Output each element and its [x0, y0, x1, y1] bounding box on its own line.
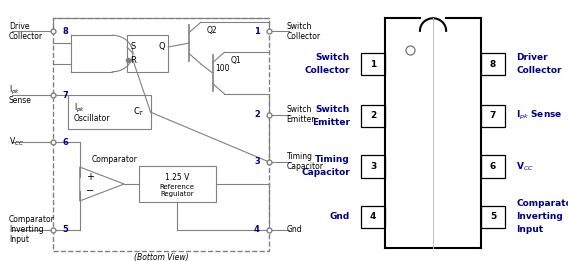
Text: Q: Q	[158, 43, 165, 51]
Text: Collector: Collector	[516, 66, 562, 75]
Text: Comparator: Comparator	[9, 215, 55, 224]
Text: 3: 3	[370, 162, 376, 171]
Text: Q2: Q2	[207, 26, 218, 34]
Text: 1: 1	[254, 27, 260, 36]
Text: Timing: Timing	[286, 152, 312, 161]
Text: Capacitor: Capacitor	[301, 168, 350, 177]
Text: C$_T$: C$_T$	[133, 106, 145, 118]
Text: 5: 5	[62, 225, 68, 234]
Text: V$_{CC}$: V$_{CC}$	[9, 136, 24, 149]
Text: I$_{pk}$: I$_{pk}$	[74, 102, 85, 115]
Text: 2: 2	[370, 111, 376, 120]
FancyBboxPatch shape	[361, 206, 385, 228]
Text: 8: 8	[62, 27, 68, 36]
Text: Inverting: Inverting	[516, 212, 563, 221]
Text: Switch: Switch	[316, 105, 350, 114]
Text: V$_{CC}$: V$_{CC}$	[516, 160, 534, 173]
Text: Sense: Sense	[9, 96, 32, 105]
Text: Gnd: Gnd	[329, 212, 350, 221]
Text: Reference: Reference	[160, 184, 195, 189]
Text: 7: 7	[62, 91, 68, 100]
Text: Switch: Switch	[286, 22, 312, 31]
Text: I$_{pk}$: I$_{pk}$	[9, 84, 20, 97]
Text: 8: 8	[490, 60, 496, 69]
FancyBboxPatch shape	[481, 53, 506, 75]
Text: 100: 100	[216, 64, 230, 73]
Text: Collector: Collector	[9, 32, 43, 41]
Text: 7: 7	[490, 111, 496, 120]
Text: Gnd: Gnd	[286, 225, 302, 234]
Text: Input: Input	[9, 235, 29, 244]
Text: 3: 3	[254, 157, 260, 166]
Text: Switch: Switch	[286, 105, 312, 114]
FancyBboxPatch shape	[127, 35, 168, 72]
Text: Oscillator: Oscillator	[74, 114, 110, 123]
Text: Collector: Collector	[304, 66, 350, 75]
Text: Inverting: Inverting	[9, 225, 44, 234]
Text: Emitter: Emitter	[312, 118, 350, 127]
Text: Driver: Driver	[516, 53, 548, 62]
Text: 4: 4	[254, 225, 260, 234]
Text: 5: 5	[490, 212, 496, 221]
Text: S: S	[131, 43, 136, 51]
FancyBboxPatch shape	[361, 53, 385, 75]
Text: +: +	[86, 173, 94, 182]
Text: Switch: Switch	[316, 53, 350, 62]
Text: 1.25 V: 1.25 V	[165, 173, 189, 182]
Text: 6: 6	[490, 162, 496, 171]
FancyBboxPatch shape	[139, 166, 216, 202]
Text: 4: 4	[370, 212, 376, 221]
Text: Emitter: Emitter	[286, 115, 315, 124]
Text: Input: Input	[516, 226, 544, 234]
FancyBboxPatch shape	[481, 206, 506, 228]
Text: (Bottom View): (Bottom View)	[133, 253, 188, 261]
Text: I$_{pk}$ Sense: I$_{pk}$ Sense	[516, 109, 563, 122]
FancyBboxPatch shape	[481, 155, 506, 177]
Text: 6: 6	[62, 138, 68, 147]
FancyBboxPatch shape	[361, 155, 385, 177]
Text: −: −	[86, 186, 94, 195]
Text: 2: 2	[254, 110, 260, 119]
Text: Comparator: Comparator	[91, 155, 137, 164]
Text: Q1: Q1	[231, 56, 241, 64]
FancyBboxPatch shape	[68, 95, 151, 129]
Text: Drive: Drive	[9, 22, 30, 31]
Text: 1: 1	[370, 60, 376, 69]
Text: Comparator: Comparator	[516, 199, 568, 208]
Text: Regulator: Regulator	[160, 191, 194, 197]
FancyBboxPatch shape	[481, 105, 506, 127]
Text: Timing: Timing	[315, 155, 350, 164]
Text: Collector: Collector	[286, 32, 320, 41]
FancyBboxPatch shape	[361, 105, 385, 127]
Text: R: R	[131, 56, 136, 64]
Text: Capacitor: Capacitor	[286, 162, 324, 171]
